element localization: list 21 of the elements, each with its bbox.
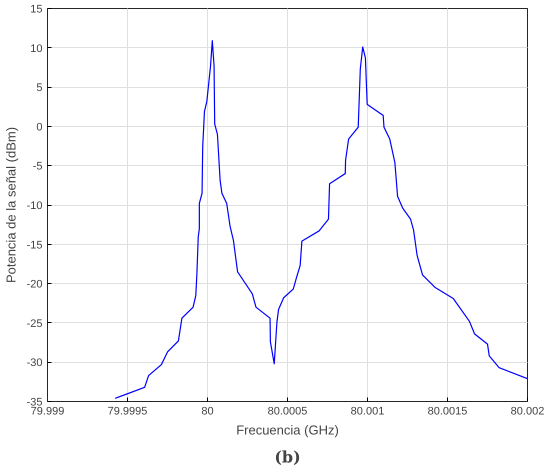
y-tick-label: 10	[30, 42, 43, 55]
y-tick-label: -15	[26, 239, 43, 252]
y-tick-label: -10	[26, 200, 43, 212]
y-tick-label: -25	[26, 318, 43, 330]
x-tick-label: 80.0005	[268, 406, 308, 418]
line-series	[114, 40, 528, 399]
y-axis-title: Potencia de la señal (dBm)	[4, 126, 19, 284]
y-tick-label: 5	[36, 82, 43, 94]
y-tick-label: 15	[30, 4, 43, 16]
y-tick-label: 0	[36, 121, 43, 134]
x-tick-label: 79.999	[30, 406, 64, 418]
x-tick-label: 80.0015	[428, 406, 468, 418]
x-tick-label: 80	[201, 406, 214, 418]
x-tick-label: 80.001	[350, 406, 384, 418]
x-tick-label: 80.002	[510, 406, 544, 418]
text: (b)	[274, 448, 301, 466]
y-tick-label: -20	[26, 278, 43, 291]
y-tick-label: -5	[32, 160, 42, 173]
x-axis-title: Frecuencia (GHz)	[236, 422, 339, 438]
y-tick-label: -30	[26, 357, 43, 370]
x-tick-label: 79.9995	[108, 406, 148, 418]
